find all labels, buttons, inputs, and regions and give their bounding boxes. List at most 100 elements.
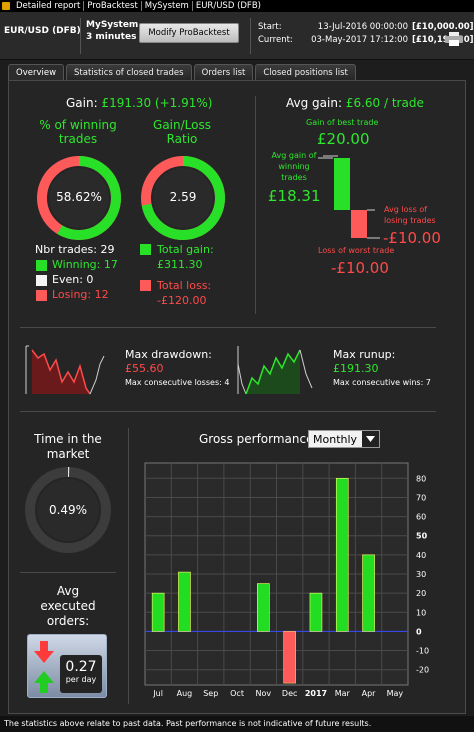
time-in-market-donut	[25, 467, 111, 553]
time-in-market-arc	[25, 467, 111, 553]
avg-loss-label-line2: losing trades	[384, 216, 436, 225]
ratio-value: 2.59	[169, 190, 197, 204]
avg-win-label-line1: Avg gain of	[271, 151, 317, 160]
orders-per-day-unit: per day	[65, 675, 97, 684]
x-tick-label: Oct	[230, 689, 244, 698]
breadcrumb-probacktest[interactable]: ProBacktest	[84, 1, 142, 11]
x-tick-label: Nov	[256, 689, 272, 698]
total-gain-label: Total gain:	[157, 243, 214, 256]
max-drawdown-value: £55.60	[125, 362, 164, 375]
breadcrumb-instrument[interactable]: EUR/USD (DFB)	[195, 1, 261, 11]
best-trade-label: Gain of best trade	[306, 118, 379, 127]
gross-performance-title: Gross performance	[199, 432, 314, 446]
avg-win-label: Avg gain of winning trades	[268, 150, 320, 183]
bar-dec	[283, 631, 296, 684]
x-tick-label: Jul	[152, 689, 163, 698]
time-in-market-title-line2: market	[46, 447, 90, 461]
total-loss: Total loss: -£120.00	[157, 278, 211, 308]
drawdown-sparkline	[25, 345, 105, 395]
losing-count: Losing: 12	[52, 288, 109, 301]
period-select[interactable]: Monthly	[308, 430, 380, 448]
modify-probacktest-button[interactable]: Modify ProBacktest	[139, 23, 239, 43]
buy-sell-arrows-icon	[34, 641, 54, 693]
bar-jul	[151, 592, 165, 632]
chevron-down-icon[interactable]	[362, 431, 379, 447]
tab-orders-list[interactable]: Orders list	[193, 64, 254, 80]
total-gain-swatch	[140, 244, 151, 255]
winning-count: Winning: 17	[52, 258, 118, 271]
gain-summary: Gain: £191.30 (+1.91%)	[66, 96, 212, 110]
period-select-value: Monthly	[313, 432, 358, 446]
time-in-market-value: 0.49%	[48, 503, 88, 517]
avg-orders-title-line2: executed	[40, 599, 96, 613]
max-runup-value: £191.30	[333, 362, 379, 375]
x-tick-label: Mar	[335, 689, 351, 698]
even-count: Even: 0	[52, 273, 94, 286]
gross-performance-chart: 80 70 60 50 40 30 20 10 0 -10 -20 Jul Aug Sep Oct Nov D…	[144, 462, 429, 698]
avg-loss-label-line1: Avg loss of	[384, 205, 428, 214]
max-consecutive-losses: Max consecutive losses: 4	[125, 378, 230, 387]
winning-arc	[37, 156, 121, 240]
winning-trades-title-line1: % of winning	[39, 118, 117, 132]
gain-label: Gain:	[66, 96, 102, 110]
instrument-name: EUR/USD (DFB)	[4, 26, 81, 36]
max-runup-title: Max runup:	[333, 348, 396, 361]
start-capital: [£10,000.00]	[412, 22, 474, 32]
gain-loss-ratio-donut	[141, 156, 225, 240]
total-gain-value: £311.30	[157, 258, 203, 271]
breadcrumb-system[interactable]: MySystem	[142, 1, 193, 11]
bar-mar	[335, 478, 349, 632]
current-date: 03-May-2017 17:12:00	[311, 35, 408, 45]
ratio-title-line1: Gain/Loss	[153, 118, 211, 132]
gain-value: £191.30 (+1.91%)	[101, 96, 213, 110]
total-loss-swatch	[140, 280, 151, 291]
y-tick-label: 10	[416, 608, 426, 617]
gain-loss-ratio-title: Gain/Loss Ratio	[140, 118, 224, 146]
avg-gain-summary: Avg gain: £6.60 / trade	[286, 96, 424, 110]
orders-card: 0.27 per day	[27, 634, 107, 698]
ratio-title-line2: Ratio	[166, 132, 198, 146]
total-gain: Total gain: £311.30	[157, 242, 214, 272]
avg-win-value: £18.31	[268, 187, 321, 205]
start-label: Start:	[258, 22, 282, 32]
tab-overview[interactable]: Overview	[8, 64, 65, 80]
system-name: MySystem	[86, 20, 139, 30]
bar-nov	[257, 583, 270, 632]
ratio-arc	[141, 156, 225, 240]
winning-trades-donut	[37, 156, 121, 240]
max-drawdown-title: Max drawdown:	[125, 348, 212, 361]
x-tick-label: Sep	[203, 689, 218, 698]
current-capital: [£10,191.30]	[412, 35, 474, 45]
runup-sparkline	[237, 346, 313, 395]
orders-per-day-value: 0.27	[65, 659, 97, 675]
avg-win-bar	[334, 158, 350, 210]
print-icon[interactable]	[445, 32, 463, 46]
tab-closed-positions-list[interactable]: Closed positions list	[255, 64, 356, 80]
nbr-trades: Nbr trades: 29	[35, 243, 115, 256]
orders-per-day-box: 0.27 per day	[60, 655, 102, 693]
worst-trade-value: -£10.00	[331, 259, 389, 277]
total-loss-label: Total loss:	[157, 279, 212, 292]
timeframe: 3 minutes	[86, 32, 137, 42]
winning-pct-value: 58.62%	[56, 190, 102, 204]
tab-statistics-closed-trades[interactable]: Statistics of closed trades	[66, 64, 192, 80]
avg-orders-title: Avg executed orders:	[20, 584, 116, 629]
y-tick-label: 20	[416, 589, 426, 598]
section-divider	[20, 411, 436, 412]
bar-apr	[362, 554, 375, 632]
y-tick-label: -20	[416, 666, 429, 675]
winning-trades-title-line2: trades	[58, 132, 98, 146]
avg-win-label-line2: winning	[278, 162, 310, 171]
bar-2017	[309, 592, 323, 632]
section-divider	[20, 327, 436, 328]
avg-win-label-line3: trades	[281, 173, 307, 182]
winning-trades-title: % of winning trades	[36, 118, 120, 146]
x-tick-label: Aug	[177, 689, 193, 698]
breadcrumb-detailed-report[interactable]: Detailed report	[13, 1, 85, 11]
y-tick-label: 70	[416, 493, 426, 502]
x-tick-label: Apr	[362, 689, 377, 698]
time-in-market-title: Time in the market	[20, 432, 116, 462]
x-tick-label: May	[387, 689, 404, 698]
avg-gain-loss-bars	[318, 155, 380, 239]
avg-loss-label: Avg loss of losing trades	[384, 204, 436, 226]
